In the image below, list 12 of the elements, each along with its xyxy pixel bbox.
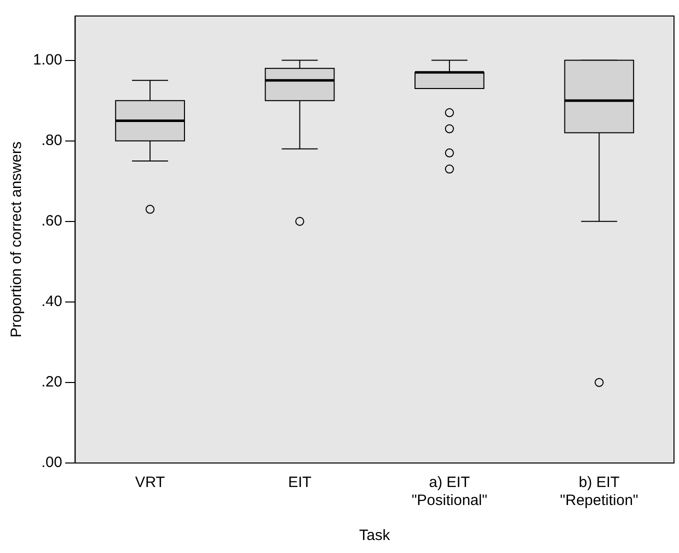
x-axis-title: Task	[359, 527, 391, 544]
y-tick-label: .60	[41, 212, 62, 230]
x-tick-label: EIT	[288, 474, 312, 492]
y-tick-label: .40	[41, 293, 62, 310]
x-tick-label: a) EIT "Positional"	[412, 474, 488, 510]
y-axis-title: Proportion of correct answers	[8, 142, 26, 338]
y-tick-label: .00	[41, 454, 62, 472]
x-tick-label: b) EIT "Repetition"	[560, 474, 638, 510]
y-tick-label: .20	[41, 374, 62, 391]
x-tick-label: VRT	[135, 474, 165, 492]
y-tick-label: 1.00	[32, 51, 62, 68]
y-tick-label: .80	[41, 132, 62, 149]
